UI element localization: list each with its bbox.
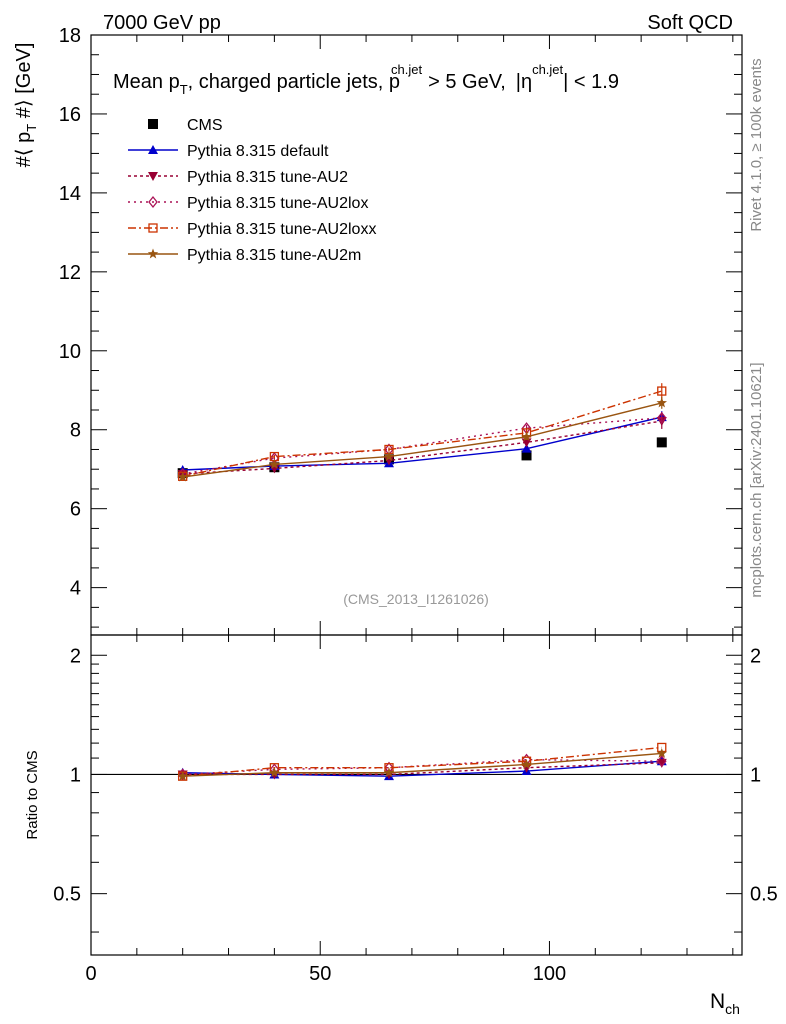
data-marker: [521, 763, 532, 773]
chart-title: Mean pT, charged particle jets, pch.jet>…: [113, 62, 619, 97]
y-tick-label: 6: [70, 499, 81, 521]
y-tick-label: 14: [59, 183, 81, 205]
y-tick-label: 8: [70, 420, 81, 442]
legend-entry: Pythia 8.315 tune-AU2: [187, 169, 348, 186]
data-marker: [148, 195, 158, 209]
header-right: Soft QCD: [647, 12, 733, 34]
data-marker: [269, 767, 280, 778]
legend-entry: Pythia 8.315 tune-AU2m: [187, 247, 361, 264]
data-marker: [656, 747, 667, 758]
data-marker: [656, 755, 667, 768]
y-tick-label: 4: [70, 578, 81, 600]
mcplots-label: mcplots.cern.ch [arXiv:2401.10621]: [748, 362, 765, 597]
ratio-tick-label-right: 1: [750, 764, 761, 786]
data-marker: [383, 451, 395, 462]
data-marker: [148, 119, 158, 129]
data-marker: [148, 223, 158, 233]
x-axis-label: Nch: [710, 990, 740, 1017]
ratio-series-line: [182, 746, 662, 777]
header-left: 7000 GeV pp: [103, 12, 221, 34]
rivet-version-label: Rivet 4.1.0, ≥ 100k events: [748, 58, 765, 231]
series-line: [182, 402, 662, 478]
data-marker: [656, 437, 667, 448]
y-tick-label: 18: [59, 25, 81, 47]
y-tick-label: 10: [59, 341, 81, 363]
y-axis-label: #⟨ pT #⟩ [GeV]: [13, 43, 39, 168]
data-marker: [147, 248, 159, 259]
ratio-tick-label-right: 0.5: [750, 884, 778, 906]
ratio-series: [177, 742, 667, 781]
ratio-y-axis-label: Ratio to CMS: [24, 750, 41, 839]
data-marker: [521, 443, 532, 453]
main-series: [177, 383, 667, 482]
x-tick-label: 50: [309, 963, 331, 985]
x-tick-label: 0: [85, 963, 96, 985]
ratio-tick-label-left: 2: [70, 645, 81, 667]
data-marker: [521, 431, 532, 442]
data-marker: [521, 450, 532, 461]
legend-entry: Pythia 8.315 default: [187, 143, 329, 160]
data-marker: [657, 386, 667, 396]
y-tick-label: 16: [59, 104, 81, 126]
legend: CMS Pythia 8.315 default Pythia 8.315 tune…: [128, 117, 376, 264]
ratio-tick-label-left: 0.5: [53, 884, 81, 906]
axis-ticks: [90, 34, 742, 955]
ratio-series-line: [182, 762, 662, 776]
ratio-tick-label-left: 1: [70, 764, 81, 786]
data-marker: [148, 145, 158, 154]
data-marker: [148, 172, 158, 181]
ratio-series-line: [182, 758, 662, 776]
legend-entry: Pythia 8.315 tune-AU2lox: [187, 195, 368, 212]
legend-entry: Pythia 8.315 tune-AU2loxx: [187, 221, 376, 238]
data-marker: [656, 411, 667, 424]
data-marker: [656, 758, 667, 768]
ratio-series-line: [182, 752, 662, 777]
analysis-id-label: (CMS_2013_I1261026): [343, 591, 489, 607]
data-marker: [269, 458, 280, 469]
legend-entry: CMS: [187, 117, 223, 134]
data-marker: [177, 471, 188, 482]
x-tick-label: 100: [533, 963, 566, 985]
series-line: [182, 420, 662, 475]
y-tick-label: 12: [59, 262, 81, 284]
ratio-plot-frame: [90, 634, 743, 956]
ratio-tick-label-right: 2: [750, 645, 761, 667]
data-marker: [383, 767, 395, 778]
data-marker: [656, 397, 667, 408]
data-marker: [177, 770, 188, 781]
data-marker: [521, 758, 532, 769]
